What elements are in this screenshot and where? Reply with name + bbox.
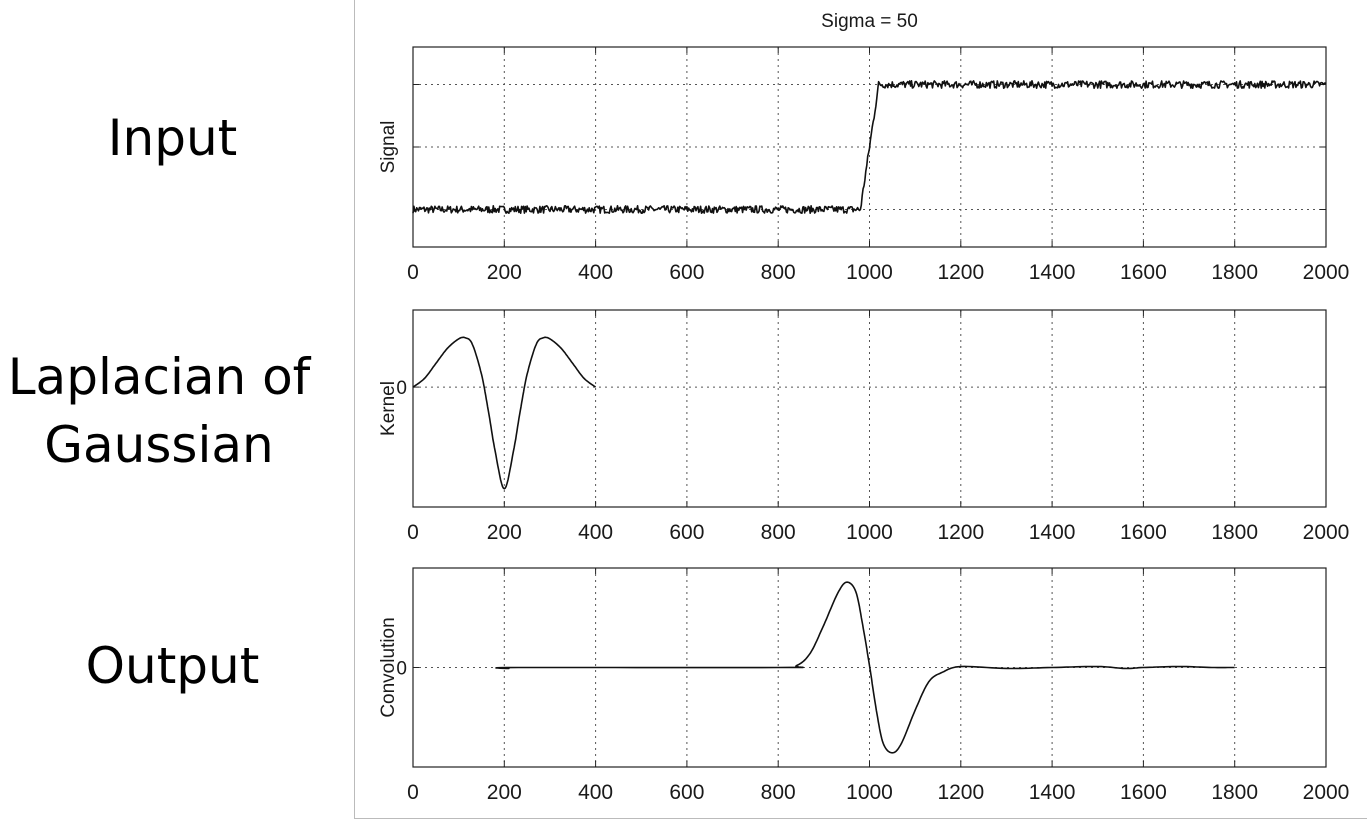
x-tick-label: 1000 bbox=[846, 261, 893, 284]
x-tick-label: 1200 bbox=[937, 521, 984, 544]
x-tick-label: 600 bbox=[669, 521, 704, 544]
x-tick-label: 200 bbox=[487, 261, 522, 284]
x-tick-label: 1200 bbox=[937, 781, 984, 804]
chart-panel-2: 0 200 400 600 800 1000 1200 1400 1600 1800 20000Ke… bbox=[378, 309, 1350, 544]
series-line bbox=[495, 581, 1235, 754]
x-tick-label: 200 bbox=[487, 781, 522, 804]
input-label: Input bbox=[107, 109, 238, 167]
x-tick-label: 0 bbox=[407, 781, 419, 804]
x-tick-label: 800 bbox=[761, 521, 796, 544]
x-tick-label: 200 bbox=[487, 521, 522, 544]
x-tick-label: 800 bbox=[761, 781, 796, 804]
x-tick-label: 2000 bbox=[1303, 781, 1350, 804]
log-label-line1: Laplacian of bbox=[7, 348, 311, 406]
chart-panel-3: 0 200 400 600 800 1000 1200 1400 1600 1800 20000Co… bbox=[378, 567, 1350, 804]
series-line bbox=[412, 336, 597, 490]
x-tick-label: 1600 bbox=[1120, 261, 1167, 284]
x-tick-label: 1000 bbox=[846, 781, 893, 804]
y-axis-label: Kernel bbox=[378, 381, 399, 436]
x-tick-label: 400 bbox=[578, 781, 613, 804]
x-tick-label: 0 bbox=[407, 261, 419, 284]
x-tick-label: 1000 bbox=[846, 521, 893, 544]
x-tick-label: 1400 bbox=[1029, 781, 1076, 804]
series-line bbox=[412, 80, 1327, 214]
chart-panel-1: 0 200 400 600 800 1000 1200 1400 1600 1800 2000 Sig… bbox=[378, 11, 1349, 284]
y-axis-label: Convolution bbox=[378, 617, 399, 717]
chart-title: Sigma = 50 bbox=[821, 11, 918, 32]
x-tick-label: 1800 bbox=[1211, 261, 1258, 284]
x-tick-label: 800 bbox=[761, 261, 796, 284]
x-tick-label: 2000 bbox=[1303, 521, 1350, 544]
x-tick-label: 1400 bbox=[1029, 521, 1076, 544]
x-tick-label: 400 bbox=[578, 521, 613, 544]
x-tick-label: 0 bbox=[407, 521, 419, 544]
log-label-line2: Gaussian bbox=[44, 416, 274, 474]
figure-frame bbox=[354, 0, 1367, 819]
x-tick-label: 1600 bbox=[1120, 521, 1167, 544]
x-tick-label: 2000 bbox=[1303, 261, 1350, 284]
x-tick-label: 1600 bbox=[1120, 781, 1167, 804]
x-tick-label: 400 bbox=[578, 261, 613, 284]
x-tick-label: 1800 bbox=[1211, 781, 1258, 804]
x-tick-label: 600 bbox=[669, 781, 704, 804]
y-tick-label: 0 bbox=[396, 378, 407, 399]
y-axis-label: Signal bbox=[378, 121, 399, 174]
y-tick-label: 0 bbox=[396, 659, 407, 680]
x-tick-label: 1800 bbox=[1211, 521, 1258, 544]
output-label: Output bbox=[85, 637, 260, 695]
x-tick-label: 1400 bbox=[1029, 261, 1076, 284]
log-label: Laplacian of Gaussian bbox=[0, 343, 318, 479]
x-tick-label: 1200 bbox=[937, 261, 984, 284]
x-tick-label: 600 bbox=[669, 261, 704, 284]
